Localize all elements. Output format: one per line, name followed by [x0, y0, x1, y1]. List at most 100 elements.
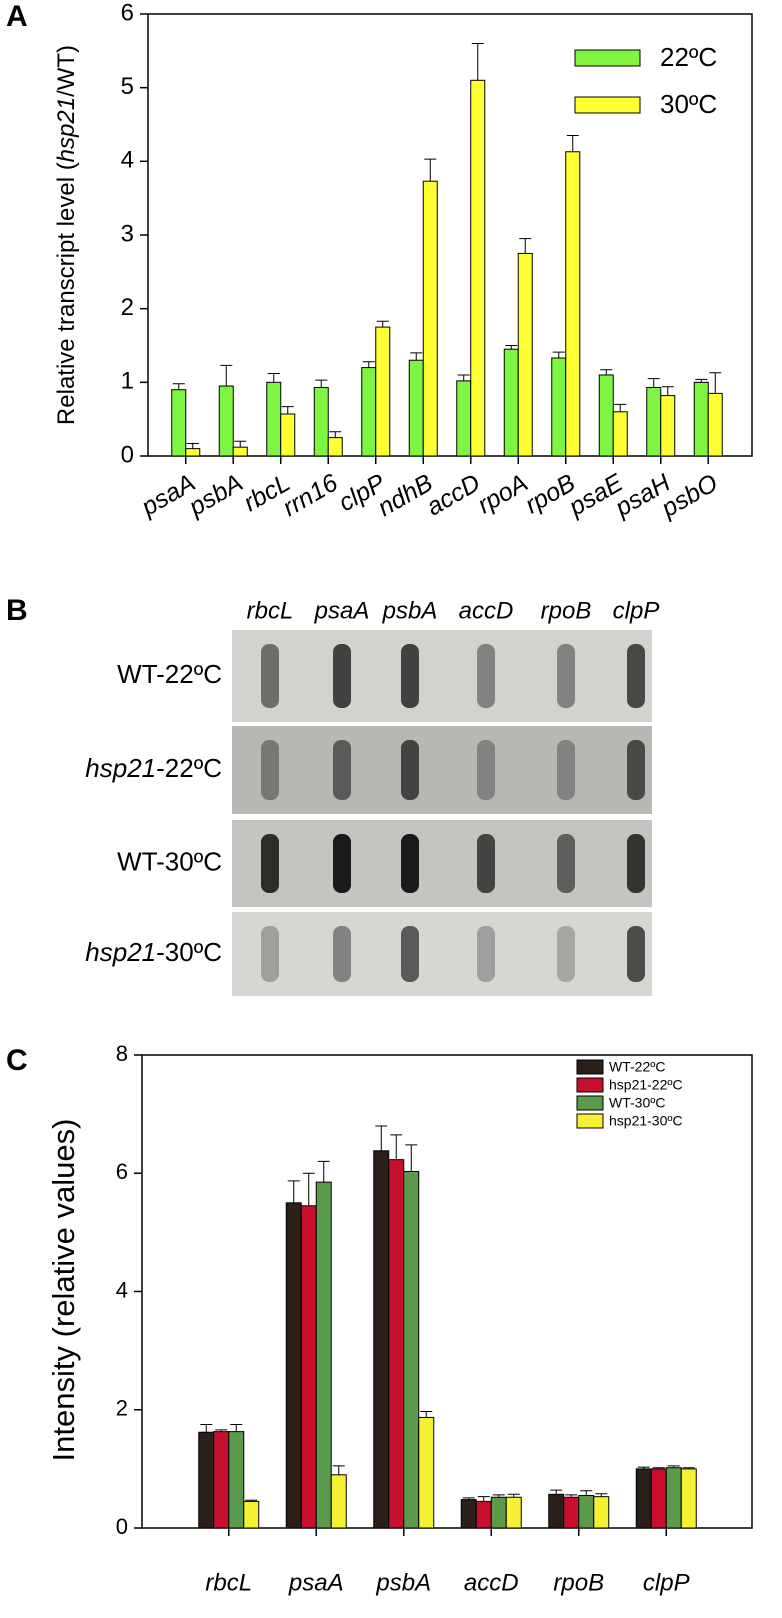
blot-row-label-part: -30ºC [156, 937, 222, 967]
bar [490, 1496, 507, 1529]
panel-label: B [6, 594, 28, 627]
bar [330, 1474, 347, 1529]
y-tick-label: 4 [116, 1277, 128, 1302]
error-bar [362, 361, 375, 368]
bar [456, 380, 472, 457]
blot-row-label-part: hsp21 [85, 937, 156, 967]
x-tick-label: rbcL [205, 1569, 252, 1596]
blot-row-label: hsp21-22ºC [85, 753, 222, 783]
blot-column-label: clpP [613, 597, 660, 624]
blot-strip [232, 630, 652, 722]
error-bar [652, 1467, 665, 1469]
blot-column-label: accD [459, 597, 514, 624]
bar [475, 1500, 492, 1529]
bar [361, 367, 377, 457]
bar [551, 357, 567, 457]
bar [198, 1431, 215, 1529]
bar [707, 392, 723, 457]
bar [563, 1496, 580, 1529]
x-tick-label: rpoB [553, 1569, 604, 1596]
bar [612, 411, 628, 457]
bar [327, 437, 343, 457]
blot-band [477, 834, 495, 893]
blot-band [401, 834, 419, 893]
error-bar [552, 351, 565, 359]
blot-column-label: rpoB [541, 597, 592, 624]
error-bar [600, 369, 613, 375]
blot-row-label: WT-22ºC [117, 659, 222, 689]
legend-swatch [576, 1059, 604, 1075]
error-bar [281, 406, 294, 415]
bar [578, 1494, 595, 1529]
blot-band [401, 644, 419, 708]
error-bar [695, 378, 708, 383]
y-label-part: /WT) [53, 45, 80, 97]
bar [660, 395, 676, 457]
y-tick-label: 5 [121, 73, 134, 100]
error-bar [245, 1499, 258, 1502]
blot-band [557, 644, 575, 708]
bar [505, 1496, 522, 1529]
bar [243, 1500, 260, 1529]
bar [213, 1431, 230, 1529]
error-bar [471, 42, 484, 81]
legend-swatch [574, 96, 641, 114]
bar [408, 359, 424, 457]
bar [388, 1159, 405, 1529]
error-bar [287, 1180, 300, 1203]
error-bar [424, 158, 437, 182]
blot-band [261, 740, 279, 800]
error-bar [220, 364, 233, 387]
error-bar [376, 320, 389, 328]
y-label-part: Relative transcript level ( [53, 162, 80, 425]
y-tick-label: 3 [121, 220, 134, 247]
legend-label: hsp21-30ºC [609, 1113, 683, 1129]
error-bar [457, 374, 470, 381]
bar [680, 1468, 697, 1529]
bar [665, 1467, 682, 1529]
plot-frame [147, 13, 753, 457]
error-bar [682, 1467, 695, 1469]
error-bar [505, 345, 518, 350]
error-bar [550, 1489, 563, 1495]
bar [185, 448, 201, 457]
blot-band [557, 926, 575, 982]
bar [503, 348, 519, 457]
blot-band [627, 644, 645, 708]
blot-band [261, 834, 279, 893]
blot-strip [232, 820, 652, 907]
x-tick-label: rrn16 [278, 469, 343, 522]
y-tick-label: 1 [121, 368, 134, 395]
error-bar [667, 1465, 680, 1468]
blot-column-label: rbcL [247, 597, 294, 624]
bar [300, 1205, 317, 1529]
error-bar [172, 383, 185, 390]
bar [266, 381, 282, 457]
bar [548, 1493, 565, 1529]
blot-band [627, 926, 645, 982]
legend-swatch [576, 1095, 604, 1111]
bar [598, 374, 614, 457]
error-bar [315, 379, 328, 388]
y-tick-label: 2 [116, 1396, 128, 1421]
blot-band [557, 740, 575, 800]
bar [315, 1181, 332, 1529]
bar [280, 413, 296, 457]
bar [593, 1496, 610, 1529]
blot-band [477, 926, 495, 982]
bar [460, 1499, 477, 1529]
bar [373, 1150, 390, 1529]
bar [285, 1202, 302, 1529]
bar [313, 386, 329, 457]
x-tick-label: clpP [643, 1569, 690, 1596]
error-bar [234, 440, 247, 448]
error-bar [375, 1125, 388, 1151]
x-tick-label: psaA [288, 1569, 344, 1596]
blot-band [627, 740, 645, 800]
panel-label: A [6, 0, 28, 33]
bar [422, 180, 438, 457]
blot-band [333, 834, 351, 893]
error-bar [519, 238, 532, 254]
y-axis-label: Intensity (relative values) [46, 1119, 81, 1462]
error-bar [410, 352, 423, 361]
